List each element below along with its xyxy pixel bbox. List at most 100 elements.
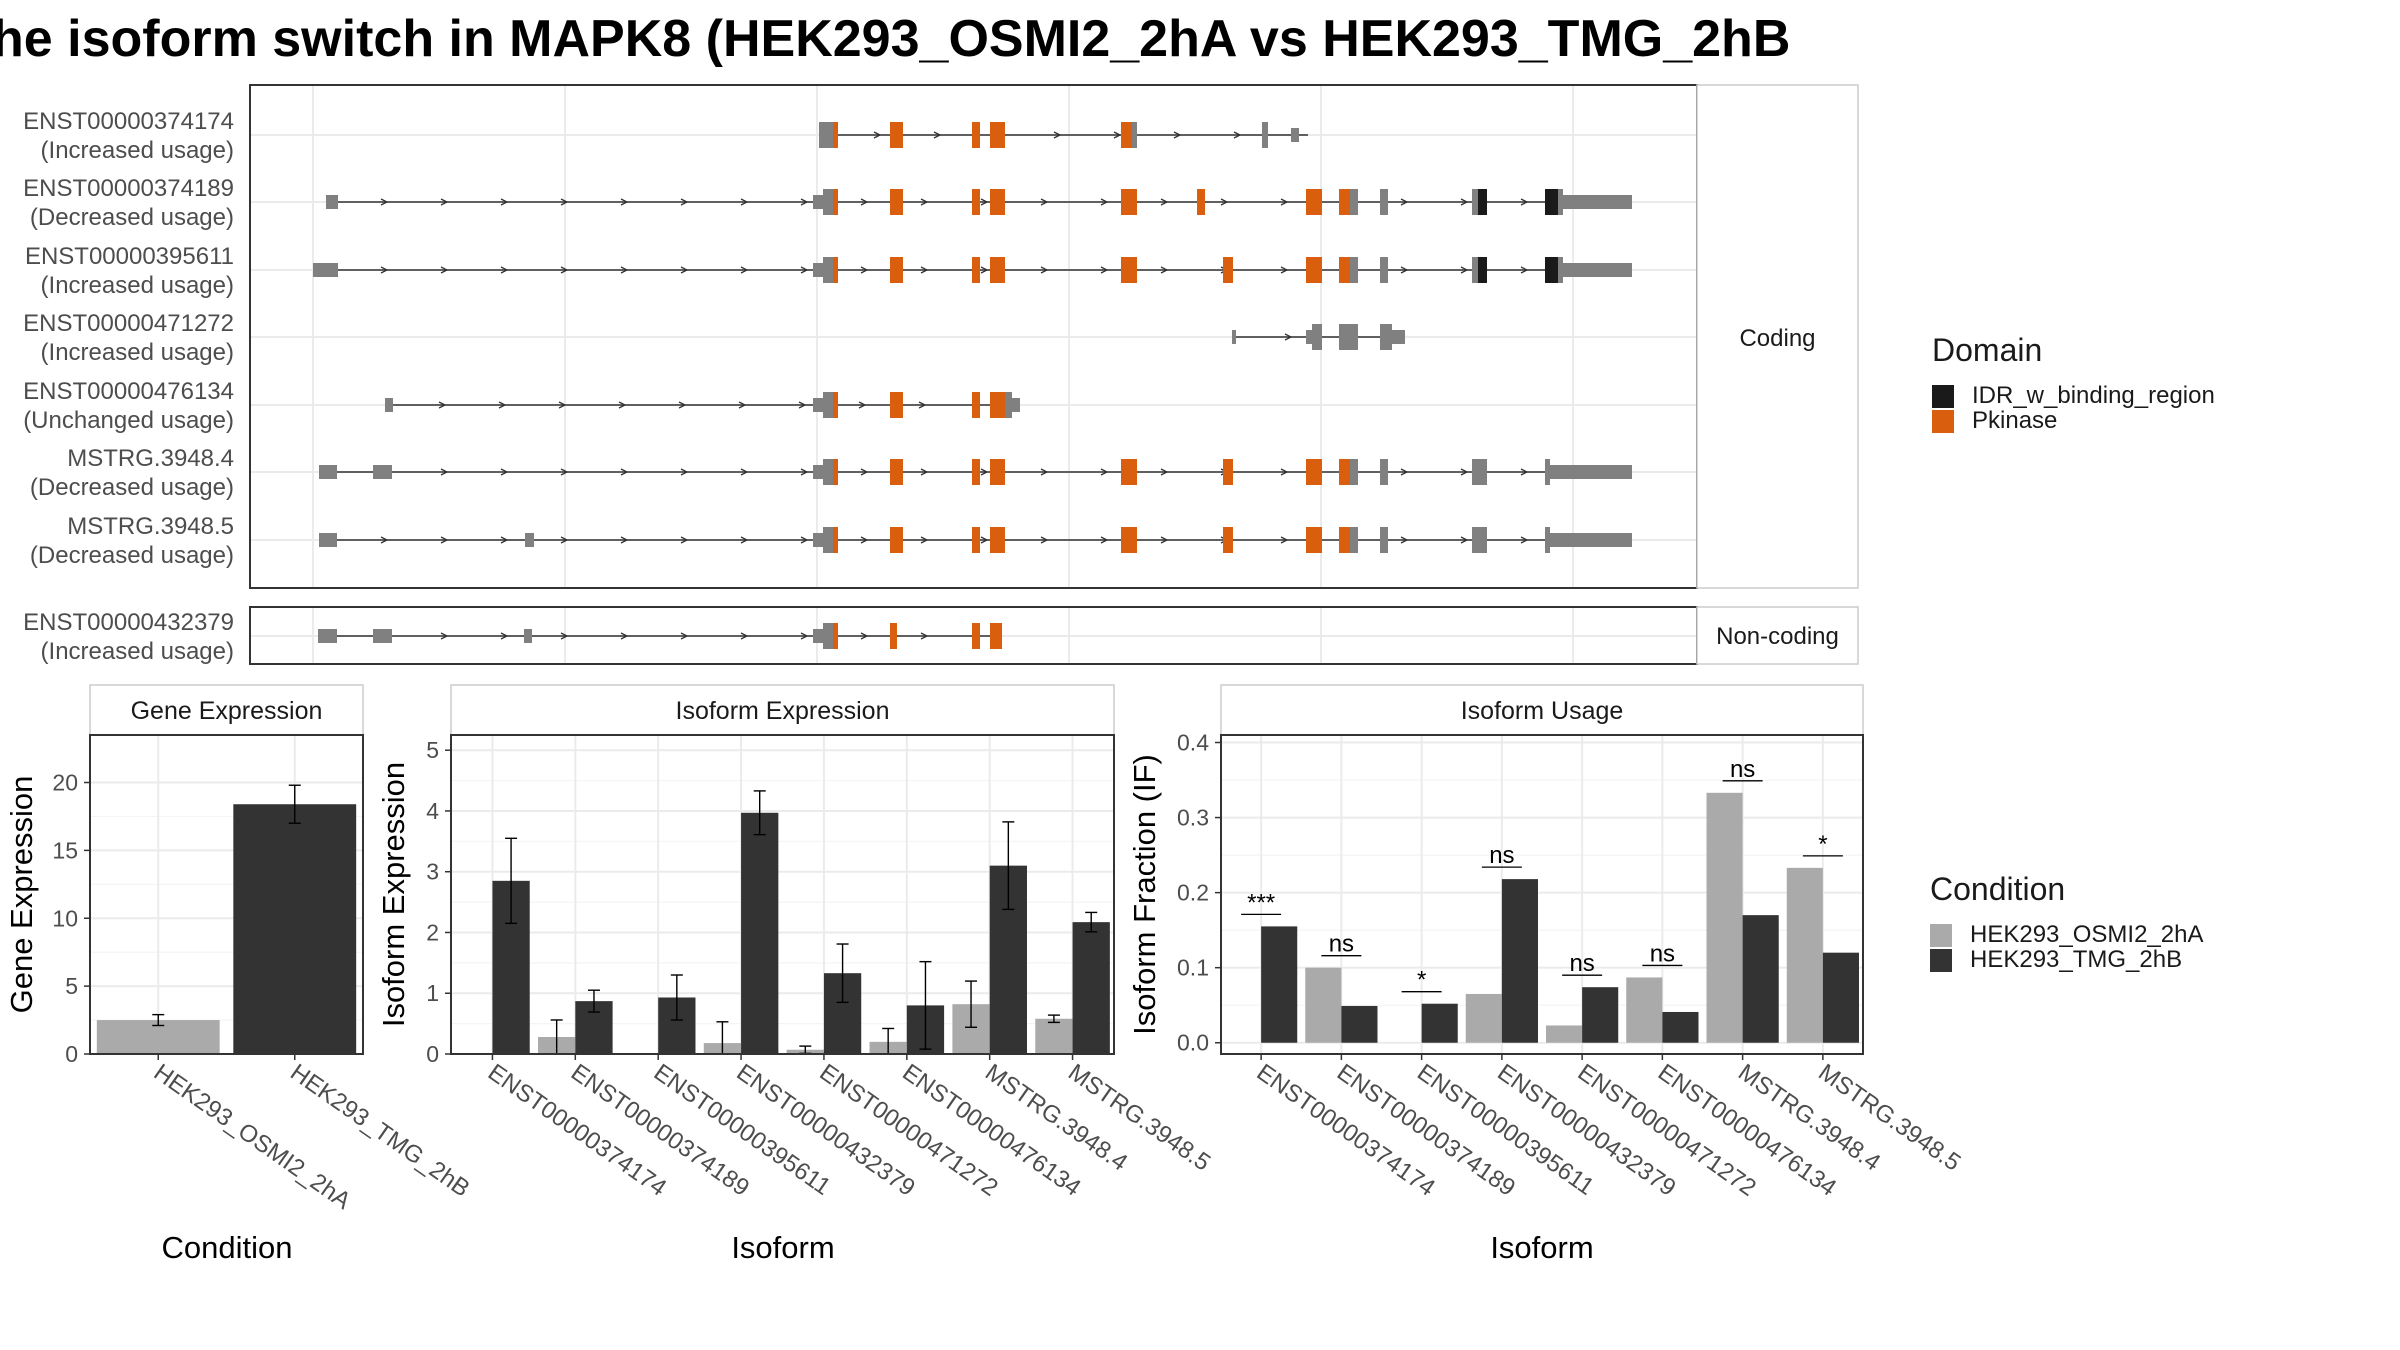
strand-arrow — [1040, 198, 1049, 206]
exon — [313, 263, 338, 277]
y-tick-label: 20 — [52, 770, 78, 796]
strand-arrow — [440, 536, 449, 544]
strand-arrow — [800, 266, 809, 274]
strand-arrow — [1113, 131, 1122, 139]
strand-arrow — [800, 536, 809, 544]
bar — [1261, 926, 1298, 1043]
strand-arrow — [500, 468, 509, 476]
bar — [1546, 1025, 1583, 1043]
strand-arrow — [738, 401, 747, 409]
y-axis-title: Gene Expression — [4, 776, 39, 1014]
strand-arrow — [680, 536, 689, 544]
strand-arrow — [800, 468, 809, 476]
isoform-usage-label: (Decreased usage) — [30, 204, 234, 231]
isoform-name-label: MSTRG.3948.5 — [67, 513, 234, 540]
y-tick-label: 10 — [52, 905, 78, 931]
y-tick-label: 0.3 — [1177, 805, 1209, 831]
bar — [1305, 967, 1342, 1043]
condition-legend-key — [1930, 924, 1952, 947]
strand-arrow — [380, 266, 389, 274]
panel-strip-title: Gene Expression — [131, 697, 323, 725]
pkinase-exon — [890, 122, 903, 148]
strand-arrow — [1160, 266, 1169, 274]
bar — [1421, 1003, 1458, 1043]
pkinase-exon — [972, 189, 980, 215]
isoform-name-label: ENST00000476134 — [23, 378, 234, 405]
pkinase-exon — [833, 459, 838, 485]
strand-arrow — [1460, 198, 1469, 206]
y-tick-label: 0.0 — [1177, 1030, 1209, 1056]
exon — [1306, 330, 1312, 344]
domain-legend-key — [1932, 385, 1954, 408]
pkinase-exon — [833, 189, 838, 215]
pkinase-exon — [1339, 459, 1350, 485]
transcript-ENST00000395611 — [313, 257, 1632, 283]
exon — [823, 527, 833, 553]
idr-exon — [1545, 257, 1558, 283]
strand-arrow — [920, 266, 929, 274]
y-tick-label: 0 — [65, 1041, 78, 1067]
isoform-name-label: MSTRG.3948.4 — [67, 445, 234, 472]
pkinase-exon — [1339, 527, 1350, 553]
strand-arrow — [1160, 468, 1169, 476]
strand-arrow — [1100, 266, 1109, 274]
y-tick-label: 0.4 — [1177, 730, 1209, 756]
strand-arrow — [438, 401, 447, 409]
significance-label: ns — [1569, 950, 1594, 977]
strand-arrow — [1233, 131, 1242, 139]
pkinase-exon — [990, 189, 1005, 215]
significance-label: ns — [1730, 756, 1755, 783]
strand-arrow — [680, 468, 689, 476]
idr-exon — [1478, 257, 1487, 283]
strand-arrow — [858, 401, 867, 409]
y-axis-title: Isoform Fraction (IF) — [1127, 754, 1162, 1035]
isoform-name-label: ENST00000395611 — [25, 243, 234, 270]
noncoding-strip-label: Non-coding — [1716, 623, 1839, 650]
pkinase-exon — [990, 527, 1005, 553]
strand-arrow — [980, 198, 989, 206]
strand-arrow — [860, 468, 869, 476]
strand-arrow — [1040, 266, 1049, 274]
isoform-usage-label: (Increased usage) — [41, 638, 234, 665]
pkinase-exon — [1121, 257, 1137, 283]
pkinase-exon — [833, 122, 838, 148]
isoform-usage-label: (Increased usage) — [41, 137, 234, 164]
strand-arrow — [680, 198, 689, 206]
pkinase-exon — [1223, 257, 1233, 283]
y-tick-label: 3 — [426, 859, 439, 885]
strand-arrow — [500, 266, 509, 274]
domain-legend-title: Domain — [1932, 332, 2042, 368]
y-tick-label: 1 — [426, 980, 439, 1006]
x-axis-title: Isoform — [731, 1230, 834, 1265]
y-tick-label: 4 — [426, 798, 439, 824]
exon — [813, 465, 823, 479]
strand-arrow — [560, 468, 569, 476]
exon — [326, 195, 338, 209]
strand-arrow — [860, 198, 869, 206]
strand-arrow — [980, 468, 989, 476]
strand-arrow — [1460, 468, 1469, 476]
y-tick-label: 0 — [426, 1041, 439, 1067]
exon — [319, 465, 337, 479]
y-axis-title: Isoform Expression — [376, 762, 411, 1027]
condition-legend-label: HEK293_OSMI2_2hA — [1970, 921, 2203, 948]
strand-arrow — [1400, 468, 1409, 476]
panel-border — [89, 734, 364, 1055]
strand-arrow — [1520, 198, 1529, 206]
pkinase-exon — [1121, 527, 1137, 553]
strand-arrow — [1400, 266, 1409, 274]
strand-arrow — [680, 632, 689, 640]
transcript-ENST00000476134 — [385, 392, 1020, 418]
isoform-usage-panel: Isoform Usage *** ns * ns ns ns ns * 0.0 0.1 0.2 0.3… — [1127, 684, 1966, 1265]
exon — [1132, 122, 1137, 148]
pkinase-exon — [833, 257, 838, 283]
coding-strip — [1696, 84, 1859, 589]
strand-arrow — [1160, 536, 1169, 544]
exon — [1472, 459, 1487, 485]
strand-arrow — [860, 632, 869, 640]
pkinase-exon — [990, 257, 1005, 283]
significance-label: ns — [1650, 940, 1675, 967]
transcript-MSTRG.3948.5 — [319, 527, 1632, 553]
pkinase-exon — [990, 122, 1005, 148]
